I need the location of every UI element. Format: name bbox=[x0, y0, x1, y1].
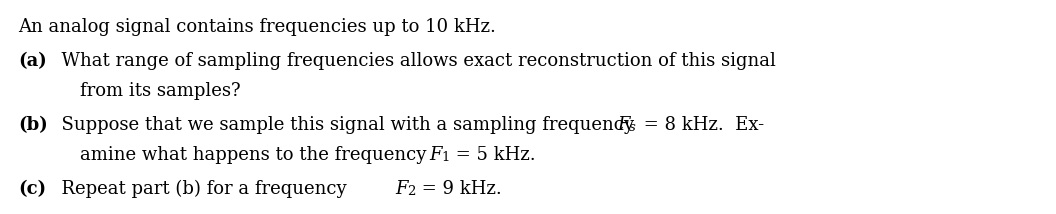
Text: Suppose that we sample this signal with a sampling frequency: Suppose that we sample this signal with … bbox=[50, 116, 640, 134]
Text: amine what happens to the frequency: amine what happens to the frequency bbox=[80, 146, 432, 164]
Text: 2: 2 bbox=[407, 185, 415, 198]
Text: (a): (a) bbox=[18, 52, 46, 70]
Text: (c): (c) bbox=[18, 180, 46, 198]
Text: = 9 kHz.: = 9 kHz. bbox=[416, 180, 502, 198]
Text: 1: 1 bbox=[441, 151, 450, 164]
Text: from its samples?: from its samples? bbox=[80, 82, 241, 100]
Text: Repeat part (b) for a frequency: Repeat part (b) for a frequency bbox=[50, 180, 353, 198]
Text: = 8 kHz.  Ex-: = 8 kHz. Ex- bbox=[638, 116, 765, 134]
Text: s: s bbox=[629, 121, 636, 134]
Text: = 5 kHz.: = 5 kHz. bbox=[450, 146, 535, 164]
Text: (b): (b) bbox=[18, 116, 48, 134]
Text: F: F bbox=[617, 116, 629, 134]
Text: F: F bbox=[395, 180, 408, 198]
Text: An analog signal contains frequencies up to 10 kHz.: An analog signal contains frequencies up… bbox=[18, 18, 496, 36]
Text: F: F bbox=[429, 146, 441, 164]
Text: What range of sampling frequencies allows exact reconstruction of this signal: What range of sampling frequencies allow… bbox=[50, 52, 776, 70]
